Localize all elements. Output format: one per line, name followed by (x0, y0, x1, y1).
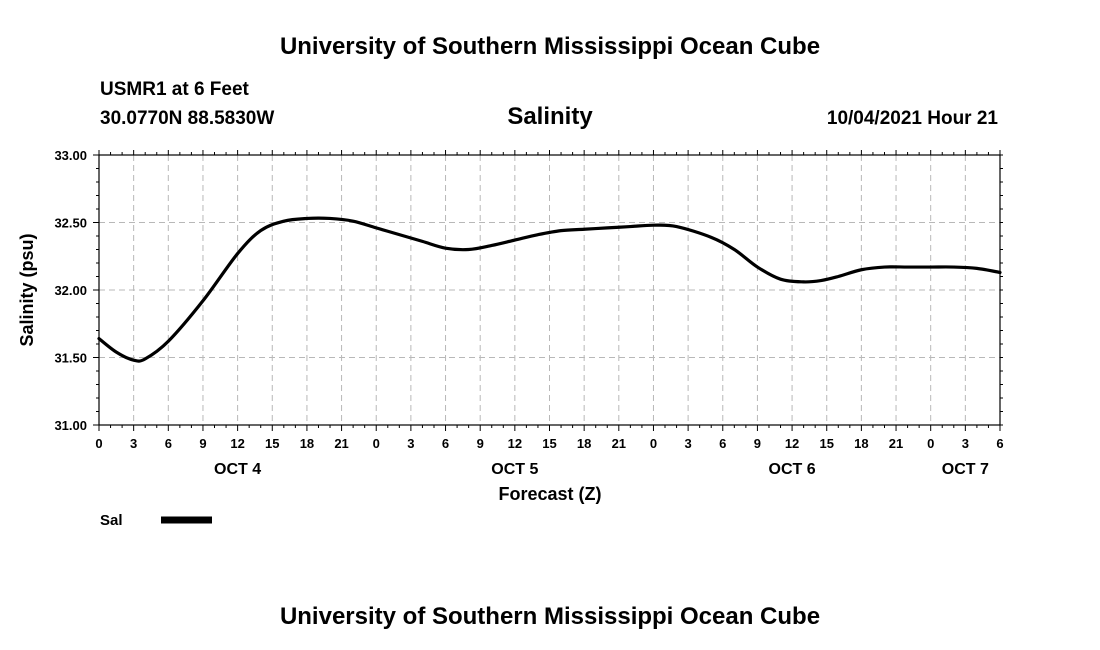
station-coordinates: 30.0770N 88.5830W (100, 108, 274, 129)
y-tick-label: 31.50 (54, 351, 87, 366)
x-tick-label: 21 (334, 436, 348, 451)
x-tick-label: 0 (95, 436, 102, 451)
station-label: USMR1 at 6 Feet (100, 79, 250, 100)
x-tick-label: 0 (373, 436, 380, 451)
grid-lines (99, 155, 1000, 425)
series-line-sal (97, 216, 1002, 363)
y-axis-label: Salinity (psu) (17, 233, 37, 346)
day-label: OCT 7 (942, 461, 989, 478)
day-label: OCT 4 (214, 461, 261, 478)
x-tick-label: 21 (612, 436, 626, 451)
x-tick-labels: 0 3 6 9 12 15 18 21 0 3 6 9 12 15 18 21 0 3 6 9 12 15 18 21 0 3 6 (95, 436, 1003, 451)
y-tick-label: 32.50 (54, 216, 87, 231)
x-tick-label: 9 (477, 436, 484, 451)
x-tick-label: 18 (854, 436, 868, 451)
x-tick-label: 0 (927, 436, 934, 451)
x-tick-label: 3 (130, 436, 137, 451)
y-tick-label: 31.00 (54, 418, 87, 433)
y-tick-label: 33.00 (54, 148, 87, 163)
x-tick-label: 15 (819, 436, 833, 451)
x-tick-label: 18 (300, 436, 314, 451)
legend-label: Sal (100, 512, 123, 529)
x-tick-label: 6 (719, 436, 726, 451)
x-tick-label: 9 (754, 436, 761, 451)
page-title: University of Southern Mississippi Ocean… (280, 33, 820, 60)
x-tick-label: 15 (542, 436, 556, 451)
x-tick-label: 9 (199, 436, 206, 451)
y-tick-label: 32.00 (54, 283, 87, 298)
day-labels: OCT 4 OCT 5 OCT 6 OCT 7 (214, 461, 989, 478)
y-tick-labels: 31.00 31.50 32.00 32.50 33.00 (54, 148, 87, 433)
x-tick-label: 21 (889, 436, 903, 451)
chart-title: Salinity (507, 103, 593, 130)
legend: Sal (100, 512, 212, 529)
x-tick-label: 3 (407, 436, 414, 451)
x-tick-label: 12 (785, 436, 799, 451)
date-hour: 10/04/2021 Hour 21 (827, 108, 999, 129)
x-tick-label: 3 (962, 436, 969, 451)
axis-ticks (93, 150, 1003, 431)
x-tick-label: 6 (996, 436, 1003, 451)
x-tick-label: 0 (650, 436, 657, 451)
x-tick-label: 12 (508, 436, 522, 451)
day-label: OCT 5 (491, 461, 538, 478)
x-tick-label: 6 (442, 436, 449, 451)
x-axis-label: Forecast (Z) (498, 484, 601, 504)
day-label: OCT 6 (769, 461, 816, 478)
x-tick-label: 18 (577, 436, 591, 451)
footer-title: University of Southern Mississippi Ocean… (280, 603, 820, 630)
x-tick-label: 12 (230, 436, 244, 451)
x-tick-label: 6 (165, 436, 172, 451)
x-tick-label: 15 (265, 436, 279, 451)
x-tick-label: 3 (684, 436, 691, 451)
